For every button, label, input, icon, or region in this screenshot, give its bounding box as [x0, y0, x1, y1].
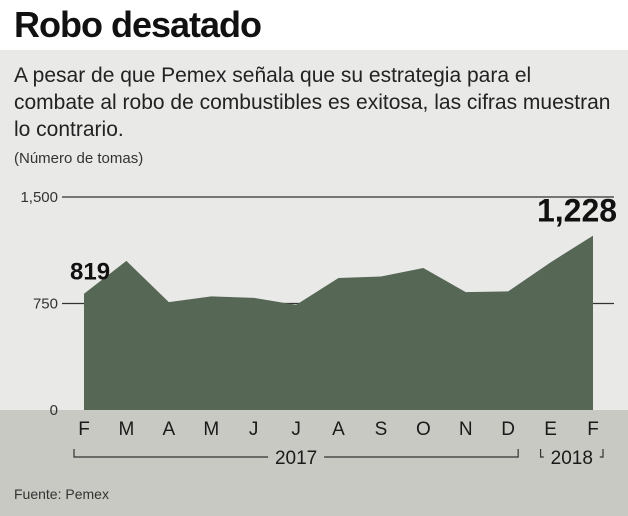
- year-bracket: [539, 449, 604, 458]
- year-label: 2018: [551, 448, 593, 469]
- y-tick-label: 1,500: [20, 189, 58, 206]
- title-bar: Robo desatado: [0, 0, 628, 50]
- x-tick-label: E: [544, 419, 557, 440]
- x-tick-label: J: [291, 419, 301, 440]
- x-tick-label: M: [119, 419, 135, 440]
- chart-title: Robo desatado: [14, 4, 262, 45]
- data-label: 1,228: [537, 193, 617, 229]
- x-tick-label: J: [249, 419, 259, 440]
- x-tick-label: F: [587, 419, 599, 440]
- x-tick-label: A: [162, 419, 175, 440]
- units-label: (Número de tomas): [14, 150, 144, 167]
- area-series: [84, 235, 593, 410]
- year-bracket: [73, 449, 519, 458]
- year-label: 2017: [275, 448, 317, 469]
- x-tick-label: M: [203, 419, 219, 440]
- y-tick-label: 0: [50, 402, 58, 419]
- data-label: 819: [70, 259, 110, 286]
- source-label: Fuente: Pemex: [14, 486, 109, 502]
- x-tick-label: O: [416, 419, 431, 440]
- x-tick-label: A: [332, 419, 345, 440]
- y-tick-label: 750: [33, 296, 58, 313]
- axis-band: [0, 410, 628, 516]
- x-tick-label: N: [459, 419, 473, 440]
- chart-subtitle: A pesar de que Pemex señala que su estra…: [14, 64, 611, 141]
- x-tick-label: S: [375, 419, 388, 440]
- x-tick-label: D: [501, 419, 515, 440]
- x-tick-label: F: [78, 419, 90, 440]
